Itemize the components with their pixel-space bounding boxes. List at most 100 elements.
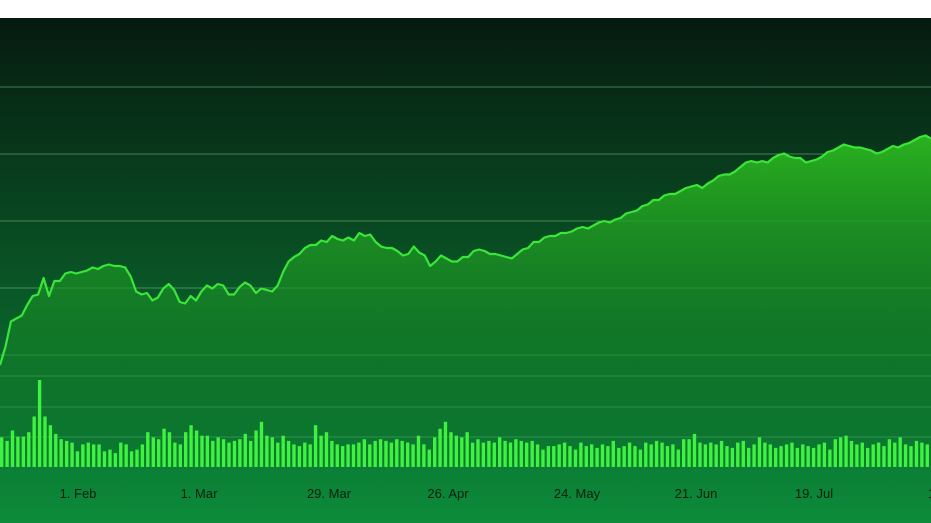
- volume-bar: [54, 433, 58, 467]
- volume-bar: [562, 442, 567, 467]
- volume-bar: [698, 442, 702, 467]
- volume-bar: [10, 430, 15, 467]
- volume-bar: [590, 444, 594, 467]
- volume-bar: [644, 442, 648, 467]
- volume-bar: [817, 444, 821, 467]
- volume-bar: [481, 442, 486, 467]
- volume-bar: [113, 453, 118, 467]
- volume-bar: [557, 444, 561, 467]
- volume-bar: [454, 435, 459, 467]
- volume-bar: [400, 440, 404, 467]
- volume-bar: [32, 416, 36, 467]
- volume-bar: [324, 432, 329, 467]
- volume-bar: [822, 442, 827, 467]
- volume-bar: [59, 439, 63, 467]
- volume-bar: [37, 380, 42, 467]
- volume-bar: [303, 442, 307, 467]
- volume-bar: [270, 437, 274, 467]
- volume-bar: [736, 442, 740, 467]
- volume-bar: [460, 437, 464, 467]
- volume-bar: [157, 439, 161, 467]
- volume-bar: [503, 440, 507, 467]
- volume-bar: [573, 449, 578, 467]
- volume-bar: [654, 440, 659, 467]
- volume-bar: [173, 442, 177, 467]
- x-axis-labels: 1. Feb 1. Mar 29. Mar 26. Apr 24. May 21. Jun…: [60, 486, 931, 501]
- volume-bar: [665, 446, 670, 467]
- volume-bar: [189, 425, 193, 467]
- volume-bar: [443, 421, 448, 467]
- volume-bar: [265, 435, 269, 467]
- volume-bar: [595, 447, 599, 467]
- volume-bar: [638, 449, 643, 467]
- volume-bar: [692, 433, 697, 467]
- volume-bar: [205, 435, 210, 467]
- volume-bar: [48, 425, 53, 467]
- volume-bar: [839, 437, 843, 467]
- volume-bar: [140, 444, 145, 467]
- volume-bar: [368, 444, 372, 467]
- volume-bar: [97, 444, 101, 467]
- volume-bar: [232, 440, 237, 467]
- volume-bar: [920, 442, 924, 467]
- volume-bar: [0, 437, 4, 467]
- volume-bar: [438, 428, 442, 467]
- volume-bar: [416, 435, 421, 467]
- x-tick-label: 29. Mar: [307, 486, 352, 501]
- volume-bar: [389, 442, 394, 467]
- volume-bar: [725, 446, 729, 467]
- volume-bar: [470, 442, 475, 467]
- volume-bar: [855, 444, 859, 467]
- volume-bar: [535, 444, 540, 467]
- volume-bar: [714, 444, 718, 467]
- volume-bar: [75, 451, 80, 467]
- x-tick-label: 19. Jul: [795, 486, 833, 501]
- volume-bar: [335, 444, 339, 467]
- volume-bar: [887, 439, 892, 467]
- volume-bar: [514, 439, 518, 467]
- volume-bar: [65, 440, 69, 467]
- volume-bar: [254, 430, 258, 467]
- volume-bar: [525, 442, 529, 467]
- volume-bar: [898, 437, 902, 467]
- volume-bar: [259, 421, 264, 467]
- volume-bar: [16, 436, 20, 467]
- x-tick-label: 26. Apr: [427, 486, 469, 501]
- volume-bar: [373, 440, 377, 467]
- x-tick-label: 24. May: [554, 486, 601, 501]
- volume-bar: [925, 444, 929, 467]
- volume-bar: [178, 444, 182, 467]
- volume-bar: [200, 435, 204, 467]
- volume-bar: [319, 435, 323, 467]
- volume-bar: [552, 446, 556, 467]
- volume-bar: [313, 425, 318, 467]
- volume-bar: [611, 440, 615, 467]
- volume-bar: [70, 442, 74, 467]
- volume-bar: [676, 449, 680, 467]
- volume-bar: [487, 440, 491, 467]
- volume-bar: [763, 442, 767, 467]
- volume-bar: [498, 437, 502, 467]
- volume-bar: [465, 432, 469, 467]
- volume-bar: [633, 446, 637, 467]
- volume-bar: [433, 437, 437, 467]
- volume-bar: [768, 444, 772, 467]
- volume-bar: [600, 444, 605, 467]
- volume-bar: [124, 444, 128, 467]
- volume-bar: [784, 444, 789, 467]
- volume-bar: [579, 442, 583, 467]
- x-tick-label: 1. Feb: [60, 486, 97, 501]
- volume-bar: [406, 442, 410, 467]
- volume-bar: [790, 442, 794, 467]
- volume-bar: [546, 446, 551, 467]
- volume-bar: [395, 439, 399, 467]
- volume-bar: [687, 439, 691, 467]
- volume-bar: [86, 442, 90, 467]
- volume-bar: [21, 436, 26, 467]
- x-tick-label: 1. Mar: [181, 486, 219, 501]
- volume-bar: [227, 442, 231, 467]
- volume-bar: [357, 442, 361, 467]
- volume-bar: [860, 442, 864, 467]
- volume-bar: [297, 446, 302, 467]
